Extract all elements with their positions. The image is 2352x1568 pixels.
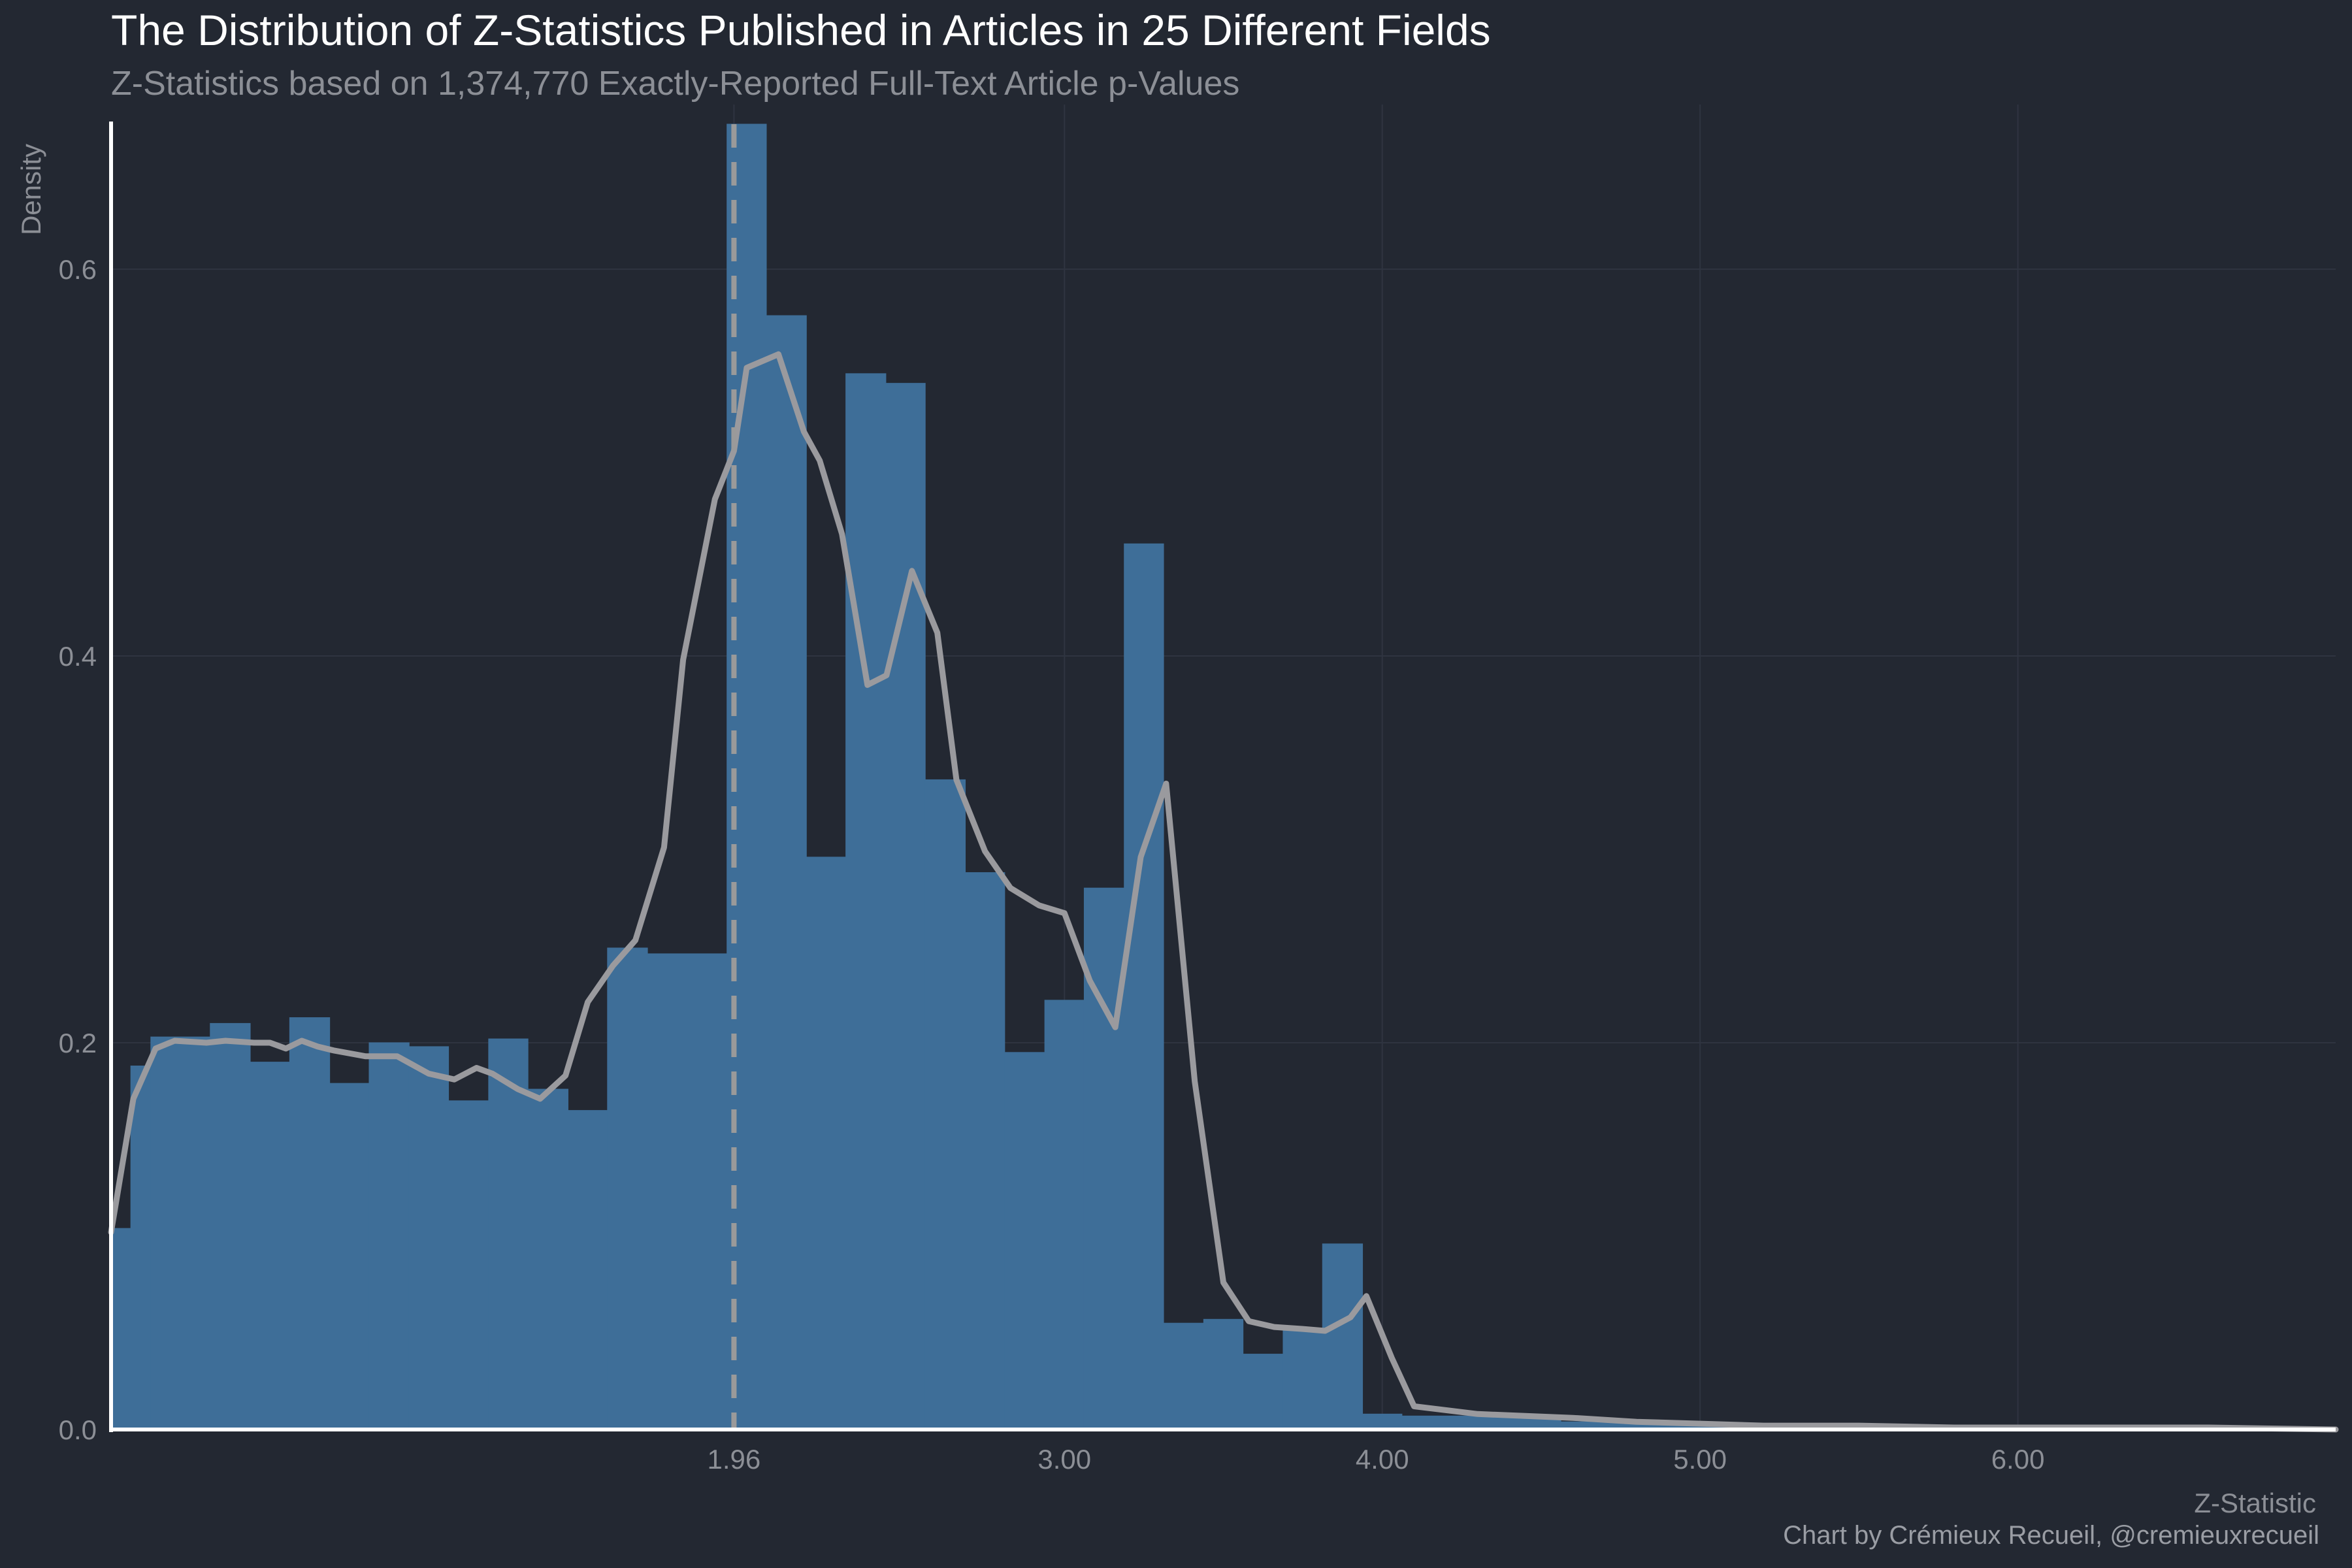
histogram-bar bbox=[150, 1036, 211, 1430]
histogram-bar bbox=[448, 1100, 489, 1430]
histogram-bar bbox=[488, 1038, 529, 1430]
histogram-bar bbox=[1322, 1243, 1364, 1430]
histogram-bar bbox=[607, 947, 648, 1430]
histogram-bar bbox=[727, 123, 767, 1430]
x-tick-labels: 1.96 3.00 4.00 5.00 6.00 bbox=[708, 1444, 2045, 1475]
histogram-bar bbox=[210, 1022, 251, 1430]
y-tick-labels: 0.0 0.2 0.4 0.6 bbox=[59, 254, 97, 1445]
histogram-bar bbox=[1362, 1413, 1403, 1430]
histogram-bar bbox=[766, 315, 807, 1430]
histogram-bar bbox=[1163, 1322, 1204, 1430]
chart-subtitle: Z-Statistics based on 1,374,770 Exactly-… bbox=[111, 65, 1240, 103]
y-tick-label: 0.0 bbox=[59, 1414, 97, 1445]
histogram-bar bbox=[885, 383, 926, 1430]
histogram-bar bbox=[289, 1017, 331, 1430]
density-line bbox=[108, 351, 2339, 1433]
histogram-bar bbox=[567, 1110, 608, 1430]
histogram-bar bbox=[110, 1228, 131, 1430]
y-tick-label: 0.2 bbox=[59, 1028, 97, 1058]
x-tick-label: 6.00 bbox=[1991, 1444, 2045, 1475]
x-tick-label: 5.00 bbox=[1673, 1444, 1727, 1475]
histogram-bar bbox=[1203, 1318, 1244, 1430]
histogram-bar bbox=[806, 857, 847, 1430]
histogram-bar bbox=[647, 953, 728, 1430]
histogram-bar bbox=[924, 779, 966, 1430]
x-tick-label: 3.00 bbox=[1037, 1444, 1091, 1475]
axes bbox=[109, 122, 2336, 1432]
histogram-bar bbox=[1124, 543, 1164, 1430]
histogram-bar bbox=[250, 1062, 290, 1430]
histogram-bar bbox=[329, 1083, 370, 1430]
histogram-bar bbox=[1044, 1000, 1085, 1430]
histogram-bar bbox=[408, 1046, 449, 1430]
chart-title: The Distribution of Z-Statistics Publish… bbox=[111, 6, 1491, 54]
histogram-bar bbox=[1243, 1354, 1284, 1430]
x-tick-label: 4.00 bbox=[1356, 1444, 1409, 1475]
histogram-bar bbox=[1282, 1328, 1323, 1430]
y-axis-label: Density bbox=[16, 144, 46, 235]
chart-caption: Chart by Crémieux Recueil, @cremieuxrecu… bbox=[1783, 1521, 2319, 1550]
histogram-bar bbox=[845, 373, 887, 1430]
x-tick-label: 1.96 bbox=[708, 1444, 761, 1475]
histogram-bar bbox=[965, 872, 1005, 1430]
histogram-bar bbox=[368, 1042, 410, 1430]
y-tick-label: 0.6 bbox=[59, 254, 97, 285]
histogram-bar bbox=[130, 1066, 152, 1430]
histogram-bar bbox=[527, 1088, 568, 1430]
y-tick-label: 0.4 bbox=[59, 641, 97, 672]
histogram-bar bbox=[1083, 887, 1125, 1430]
density-line-group bbox=[108, 351, 2339, 1433]
histogram-bar bbox=[1004, 1052, 1045, 1430]
histogram-bars bbox=[110, 123, 2336, 1430]
x-axis-label: Z-Statistic bbox=[2194, 1488, 2316, 1518]
